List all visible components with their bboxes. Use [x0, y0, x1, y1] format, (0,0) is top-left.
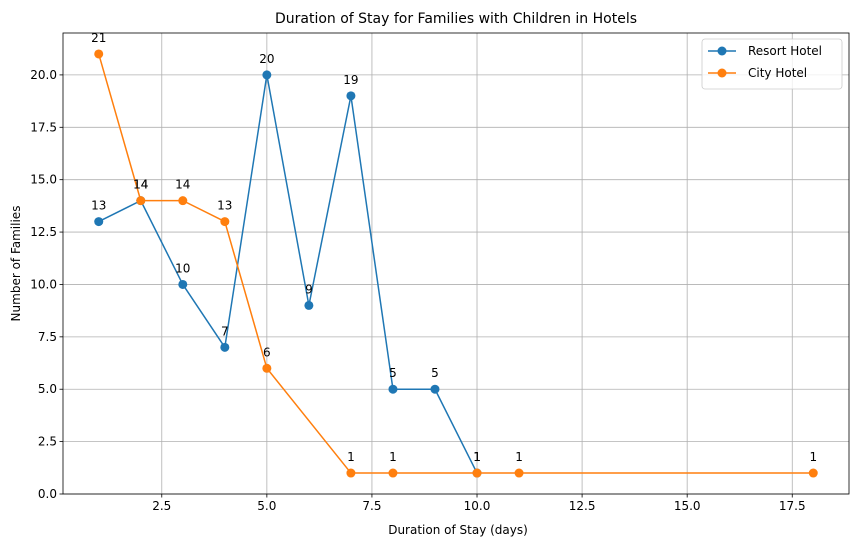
legend-marker-city-hotel	[717, 68, 727, 78]
data-point-city-hotel	[220, 217, 230, 227]
data-label-city-hotel: 13	[217, 199, 232, 213]
y-tick-label: 0.0	[38, 487, 57, 501]
x-tick-label: 12.5	[569, 499, 596, 513]
y-axis-label: Number of Families	[9, 206, 23, 322]
data-point-resort-hotel	[178, 279, 188, 289]
data-label-city-hotel: 1	[347, 450, 355, 464]
data-label-city-hotel: 14	[175, 178, 190, 192]
series-resort-hotel: 13 14 10 7 20 9 19 5 5 1	[91, 52, 482, 478]
legend-frame	[701, 38, 843, 90]
y-tick-label: 2.5	[38, 435, 57, 449]
data-label-resort-hotel: 5	[389, 366, 397, 380]
series-line-city-hotel	[98, 53, 814, 474]
plot-frame	[62, 32, 850, 495]
data-label-resort-hotel: 10	[175, 261, 190, 275]
data-label-resort-hotel: 5	[431, 366, 439, 380]
series-line-resort-hotel	[98, 74, 478, 474]
data-point-resort-hotel	[262, 70, 272, 80]
y-tick-label: 12.5	[30, 225, 57, 239]
x-tick-label: 10.0	[464, 499, 491, 513]
data-label-city-hotel: 1	[809, 450, 817, 464]
series-city-hotel: 21 14 14 13 6 1 1 1 1 1	[91, 31, 818, 478]
x-tick-label: 17.5	[779, 499, 806, 513]
data-point-resort-hotel	[94, 217, 104, 227]
x-tick-label: 2.5	[152, 499, 171, 513]
legend-label-resort-hotel: Resort Hotel	[748, 44, 822, 58]
data-point-city-hotel	[808, 468, 818, 478]
data-label-city-hotel: 1	[389, 450, 397, 464]
y-tick-label: 10.0	[30, 277, 57, 291]
x-axis-label: Duration of Stay (days)	[388, 523, 528, 537]
grid	[63, 33, 849, 495]
data-point-resort-hotel	[388, 384, 398, 394]
data-point-city-hotel	[346, 468, 356, 478]
data-point-city-hotel	[388, 468, 398, 478]
chart-title: Duration of Stay for Families with Child…	[275, 11, 637, 27]
legend-label-city-hotel: City Hotel	[748, 66, 807, 80]
data-label-resort-hotel: 9	[305, 282, 313, 296]
y-tick-label: 7.5	[38, 330, 57, 344]
data-point-city-hotel	[514, 468, 524, 478]
data-point-city-hotel	[136, 196, 146, 206]
data-point-city-hotel	[262, 363, 272, 373]
legend: Resort Hotel City Hotel	[701, 38, 843, 90]
data-point-city-hotel	[472, 468, 482, 478]
data-label-city-hotel: 1	[473, 450, 481, 464]
data-label-resort-hotel: 20	[259, 52, 274, 66]
x-tick-label: 7.5	[362, 499, 381, 513]
data-label-city-hotel: 1	[515, 450, 523, 464]
data-label-resort-hotel: 1	[473, 450, 481, 464]
data-label-city-hotel: 14	[133, 178, 148, 192]
data-label-city-hotel: 21	[91, 31, 106, 45]
y-tick-label: 20.0	[30, 68, 57, 82]
data-point-city-hotel	[178, 196, 188, 206]
x-tick-label: 15.0	[674, 499, 701, 513]
data-point-resort-hotel	[346, 91, 356, 101]
data-point-resort-hotel	[220, 342, 230, 352]
data-point-city-hotel	[94, 49, 104, 59]
data-point-resort-hotel	[304, 300, 314, 310]
axis-ticks: 2.5 5.0 7.5 10.0 12.5 15.0 17.5 0.0 2.5 5.0 7.5 10.…	[30, 68, 805, 513]
y-tick-label: 5.0	[38, 382, 57, 396]
legend-marker-resort-hotel	[717, 46, 727, 56]
data-label-resort-hotel: 13	[91, 199, 106, 213]
y-tick-label: 17.5	[30, 120, 57, 134]
data-label-resort-hotel: 7	[221, 324, 229, 338]
data-label-city-hotel: 6	[263, 345, 271, 359]
data-point-resort-hotel	[430, 384, 440, 394]
data-label-resort-hotel: 19	[343, 73, 358, 87]
x-tick-label: 5.0	[257, 499, 276, 513]
y-tick-label: 15.0	[30, 173, 57, 187]
